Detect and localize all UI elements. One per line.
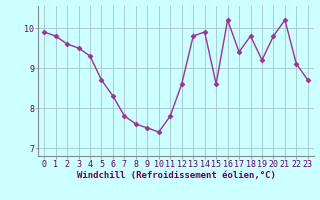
X-axis label: Windchill (Refroidissement éolien,°C): Windchill (Refroidissement éolien,°C) (76, 171, 276, 180)
